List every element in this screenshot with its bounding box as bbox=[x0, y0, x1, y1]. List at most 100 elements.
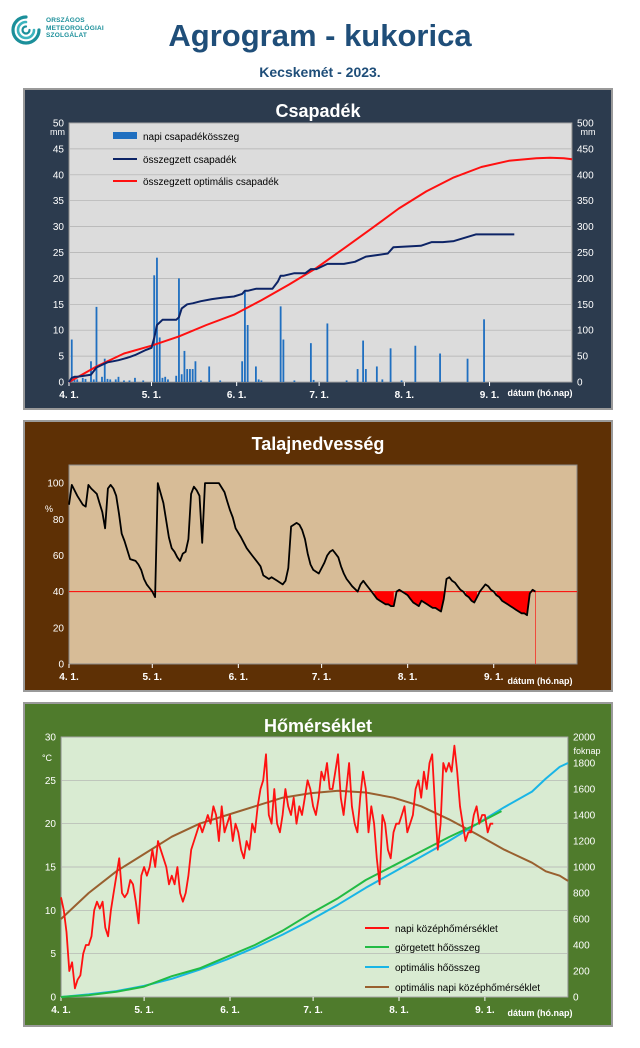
precipitation-panel: Csapadék mm mm dátum (hó.nap) 0 5 10 15 20 25… bbox=[23, 88, 613, 410]
x-tick-label: 7. 1. bbox=[309, 390, 329, 401]
soil-moisture-x-label: dátum (hó.nap) bbox=[508, 676, 573, 686]
temperature-panel: Hőmérséklet °C foknap dátum (hó.nap) 0 5 1… bbox=[23, 702, 613, 1027]
precip-bar bbox=[164, 376, 167, 382]
precip-bar bbox=[414, 345, 417, 382]
x-tick-label: 4. 1. bbox=[59, 390, 79, 401]
soil-moisture-line bbox=[68, 482, 536, 617]
legend-label-optimal: összegzett optimális csapadék bbox=[143, 177, 280, 188]
x-tick-label: 6. 1. bbox=[227, 390, 247, 401]
y-tick-label-right: 600 bbox=[573, 915, 590, 926]
legend-label-sum: összegzett csapadék bbox=[143, 155, 237, 166]
precip-bar bbox=[153, 275, 156, 382]
precip-bar bbox=[109, 379, 112, 382]
soil-moisture-unit: % bbox=[45, 504, 53, 514]
y-tick-label-left: 50 bbox=[53, 119, 65, 130]
precip-bar bbox=[103, 358, 106, 382]
soil-moisture-chart: Talajnedvesség % dátum (hó.nap) 0 20 40 60 8… bbox=[45, 434, 578, 686]
y-tick-label-right: 400 bbox=[577, 170, 594, 181]
precip-bar bbox=[244, 291, 246, 382]
precip-bar bbox=[178, 278, 180, 382]
precip-bar bbox=[260, 380, 263, 382]
x-tick-label: 4. 1. bbox=[51, 1005, 71, 1016]
precip-bar bbox=[326, 323, 329, 382]
y-tick-label-right: 1000 bbox=[573, 863, 596, 874]
omsz-logo: ORSZÁGOS METEOROLÓGIAI SZOLGÁLAT bbox=[10, 14, 120, 54]
precip-bar bbox=[158, 337, 161, 382]
y-tick-label-right: 0 bbox=[573, 993, 579, 1004]
precip-bar bbox=[114, 379, 117, 382]
y-tick-label-right: 100 bbox=[577, 326, 594, 337]
y-tick-label-right: 2000 bbox=[573, 733, 596, 744]
precip-bar bbox=[364, 369, 367, 382]
soil-moisture-panel: Talajnedvesség % dátum (hó.nap) 0 20 40 60 8… bbox=[23, 420, 613, 692]
x-tick-label: 9. 1. bbox=[480, 390, 500, 401]
y-tick-label-right: 1800 bbox=[573, 759, 596, 770]
cumulative-precip-line bbox=[68, 233, 515, 383]
y-tick-label-right: 800 bbox=[573, 889, 590, 900]
y-tick-label-left: 35 bbox=[53, 196, 65, 207]
precip-bar bbox=[191, 369, 194, 382]
precipitation-chart: Csapadék mm mm dátum (hó.nap) 0 5 10 15 20 25… bbox=[50, 101, 596, 401]
legend-swatch-daily-bars bbox=[113, 132, 137, 139]
moisture-deficit-area bbox=[155, 591, 530, 616]
x-tick-label: 8. 1. bbox=[389, 1005, 409, 1016]
precip-bar bbox=[134, 377, 136, 382]
precipitation-legend: napi csapadékösszeg összegzett csapadék … bbox=[113, 132, 280, 188]
y-tick-label-left: 0 bbox=[58, 660, 64, 671]
y-tick-label-left: 60 bbox=[53, 551, 65, 562]
y-tick-label-right: 350 bbox=[577, 196, 594, 207]
precip-bar bbox=[194, 361, 197, 382]
precip-bar bbox=[84, 378, 87, 382]
rolling-heat-sum-line bbox=[60, 810, 502, 998]
y-tick-label-left: 40 bbox=[53, 587, 65, 598]
y-tick-label-left: 0 bbox=[50, 993, 56, 1004]
y-tick-label-right: 0 bbox=[577, 378, 583, 389]
y-tick-label-left: 0 bbox=[58, 378, 64, 389]
temperature-title: Hőmérséklet bbox=[264, 716, 372, 736]
logo-swirl-icon bbox=[11, 15, 41, 45]
precip-bar bbox=[128, 380, 131, 382]
x-tick-label: 5. 1. bbox=[142, 390, 162, 401]
precip-bar bbox=[183, 350, 186, 382]
y-tick-label-left: 40 bbox=[53, 170, 65, 181]
y-tick-label-left: 20 bbox=[45, 819, 57, 830]
temperature-legend: napi középhőmérséklet görgetett hőösszeg… bbox=[365, 924, 540, 994]
precip-bar bbox=[483, 319, 485, 382]
legend-label-optimal-daily: optimális napi középhőmérséklet bbox=[395, 983, 540, 994]
y-tick-label-right: 400 bbox=[573, 941, 590, 952]
page-title: Agrogram - kukorica bbox=[168, 18, 472, 53]
precip-bar bbox=[309, 343, 312, 382]
y-tick-label-left: 5 bbox=[58, 352, 64, 363]
temperature-left-unit: °C bbox=[42, 753, 53, 763]
y-tick-label-left: 15 bbox=[53, 300, 65, 311]
x-tick-label: 5. 1. bbox=[143, 672, 163, 683]
y-tick-label-left: 5 bbox=[50, 949, 56, 960]
org-line-2: METEOROLÓGIAI bbox=[46, 24, 104, 32]
y-tick-label-right: 200 bbox=[577, 274, 594, 285]
y-tick-label-right: 450 bbox=[577, 144, 594, 155]
page-subtitle: Kecskemét - 2023. bbox=[259, 64, 381, 80]
precip-bar bbox=[293, 380, 296, 382]
org-line-3: SZOLGÁLAT bbox=[46, 32, 88, 39]
legend-label-optimal-sum: optimális hőösszeg bbox=[395, 963, 480, 974]
y-tick-label-left: 100 bbox=[47, 479, 64, 490]
x-tick-label: 8. 1. bbox=[395, 390, 415, 401]
precipitation-right-unit: mm bbox=[581, 127, 596, 137]
precip-bar bbox=[375, 366, 378, 382]
y-tick-label-right: 200 bbox=[573, 967, 590, 978]
precip-bar bbox=[312, 379, 315, 382]
precip-bar bbox=[246, 325, 249, 382]
org-name: ORSZÁGOS METEOROLÓGIAI SZOLGÁLAT bbox=[46, 17, 104, 40]
daily-mean-temp-line bbox=[60, 744, 494, 990]
y-tick-label-right: 250 bbox=[577, 248, 594, 259]
precip-bar bbox=[200, 380, 202, 382]
precip-bar bbox=[241, 361, 244, 382]
precip-bar bbox=[161, 377, 164, 382]
y-tick-label-right: 300 bbox=[577, 222, 594, 233]
precipitation-left-unit: mm bbox=[50, 127, 65, 137]
y-tick-label-right: 500 bbox=[577, 119, 594, 130]
y-tick-label-left: 25 bbox=[45, 776, 57, 787]
y-tick-label-right: 1200 bbox=[573, 837, 596, 848]
precip-bar bbox=[282, 339, 285, 382]
y-tick-label-right: 1600 bbox=[573, 785, 596, 796]
